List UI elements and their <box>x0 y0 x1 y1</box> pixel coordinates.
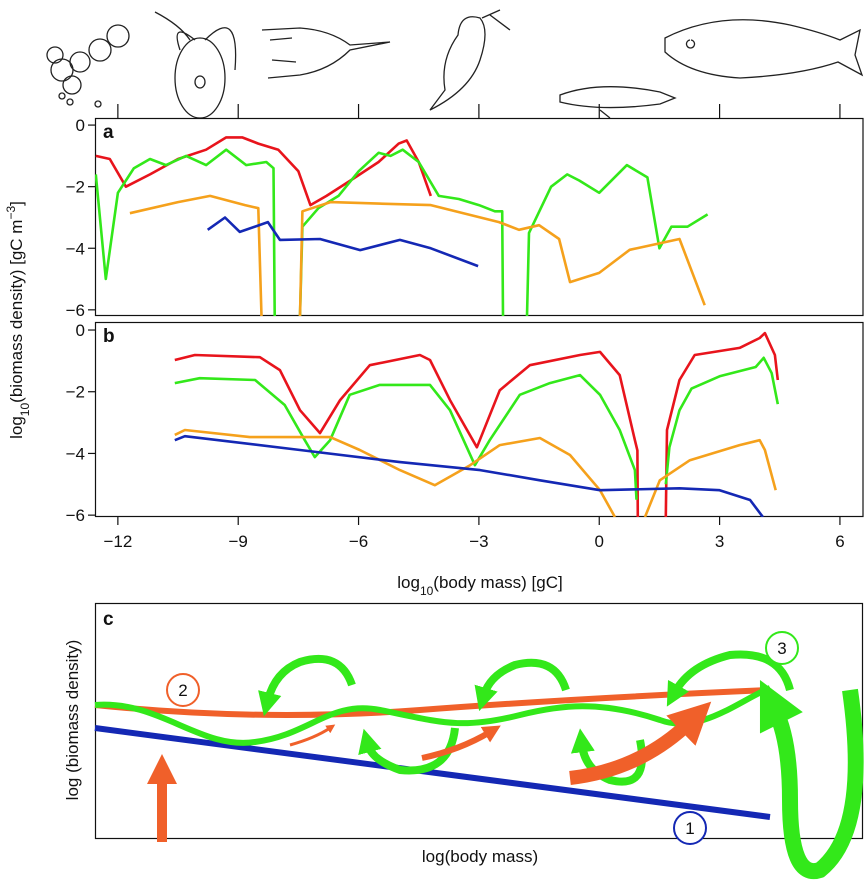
x-tick-label: −6 <box>349 532 368 551</box>
marker-circle <box>765 631 799 665</box>
y-tick-label: 0 <box>76 321 85 340</box>
x-tick-label: 6 <box>835 532 844 551</box>
x-axis-label-part: log <box>397 573 420 592</box>
green-line <box>94 685 772 746</box>
plot-area <box>174 331 780 517</box>
marker-label: 3 <box>777 639 786 658</box>
marker-label: 2 <box>178 681 187 700</box>
schematic-y-label: log (biomass density) <box>63 640 82 801</box>
schematic-x-label: log(body mass) <box>422 847 538 866</box>
series-line <box>174 434 764 517</box>
panel-label: c <box>103 609 114 630</box>
marker-label: 1 <box>685 819 694 838</box>
orange-arrows <box>147 701 712 842</box>
panel-label: a <box>103 122 114 143</box>
y-axis-label-part: (biomass density) [gC m <box>7 220 26 403</box>
plot-area <box>95 136 709 316</box>
y-tick-label: −2 <box>66 383 85 402</box>
series-line <box>95 136 433 207</box>
series-line <box>95 148 709 316</box>
y-tick-label: −6 <box>66 301 85 320</box>
panel-frame <box>94 602 864 840</box>
schematic-panel: c log (biomass density) log(body mass) 1… <box>63 602 864 880</box>
series-line <box>206 216 479 268</box>
series-line <box>174 356 780 500</box>
marker-circle <box>673 811 707 845</box>
x-tick-label: −3 <box>469 532 488 551</box>
x-axis-label-part: (body mass) [gC] <box>433 573 562 592</box>
y-axis-label: log10(biomass density) [gC m−3] <box>4 201 32 439</box>
y-axis-label-part: ] <box>7 201 26 206</box>
x-axis-label-part: 10 <box>420 584 434 598</box>
x-tick-label: −12 <box>103 532 132 551</box>
plot-frame <box>94 117 864 317</box>
x-tick-label: 3 <box>715 532 724 551</box>
series-line <box>174 331 780 517</box>
marker-circle <box>166 673 200 707</box>
orange-line <box>94 687 771 718</box>
x-tick-label: −9 <box>229 532 248 551</box>
y-axis-label-part: log <box>7 416 26 439</box>
blue-line <box>94 725 771 820</box>
x-axis-label: log10(body mass) [gC] <box>397 573 562 598</box>
y-tick-label: −2 <box>66 178 85 197</box>
x-tick-label: 0 <box>595 532 604 551</box>
y-tick-label: −4 <box>66 444 85 463</box>
series-line <box>174 428 777 517</box>
y-tick-label: −4 <box>66 239 85 258</box>
series-line <box>129 194 706 316</box>
plot-frame <box>94 321 864 518</box>
panel-label: b <box>103 326 115 347</box>
organism-icons <box>46 9 864 119</box>
y-tick-label: 0 <box>76 116 85 135</box>
y-axis-label-part: −3 <box>4 206 18 220</box>
y-tick-label: −6 <box>66 506 85 525</box>
y-axis-label-part: 10 <box>18 403 32 417</box>
